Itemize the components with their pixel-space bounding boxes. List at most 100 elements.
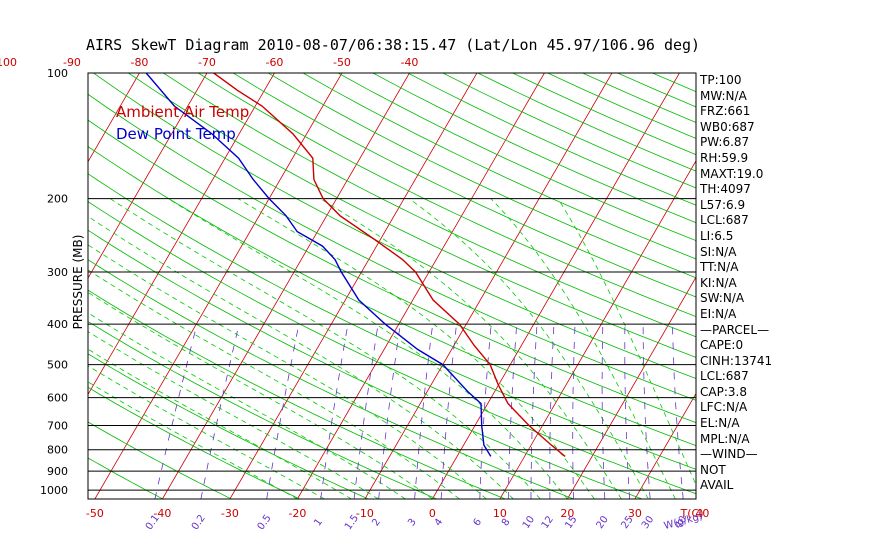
mixing-ratio-line	[572, 324, 576, 499]
stat-item: KI:N/A	[700, 275, 737, 290]
pressure-tick-label: 100	[47, 67, 68, 80]
mixing-ratio-line	[601, 324, 606, 499]
mixing-ratio-label: 10	[521, 514, 537, 531]
moist-adiabat-line	[557, 198, 696, 486]
stat-item: SW:N/A	[700, 291, 745, 306]
dry-adiabat-line	[198, 73, 696, 318]
mixing-ratio-label: 20	[595, 514, 611, 531]
mixing-ratio-line	[266, 324, 300, 499]
mixing-ratio-label: 12	[540, 514, 556, 531]
moist-adiabat-line	[88, 331, 379, 499]
bottom-temp-tick-label: -20	[288, 507, 306, 520]
isotherm-line	[297, 73, 545, 499]
isotherm-line	[432, 73, 680, 499]
mixing-ratio-line	[353, 324, 379, 499]
mixing-ratio-line	[320, 324, 349, 499]
moist-adiabat-line	[88, 381, 298, 499]
mixing-ratio-label: 0.2	[190, 513, 208, 532]
x-axis-label: T(C)	[680, 507, 704, 520]
mixing-ratio-label: 6	[471, 517, 484, 529]
mixing-ratio-label: 0.5	[256, 513, 274, 532]
isotherm-line	[567, 276, 696, 499]
moist-adiabat-line	[408, 198, 649, 499]
mixing-ratio-line	[642, 324, 651, 499]
dry-adiabat-line	[88, 321, 437, 499]
dry-adiabat-line	[88, 119, 696, 424]
mixing-ratio-label: 3	[406, 517, 419, 529]
moist-adiabat-line	[490, 198, 676, 499]
moist-adiabat-line	[88, 269, 460, 499]
dry-adiabat-line	[88, 229, 643, 499]
isotherm-line	[770, 73, 870, 499]
moist-adiabat-line	[109, 198, 541, 499]
stat-item: LCL:687	[700, 369, 749, 384]
mixing-ratio-label: 4	[433, 517, 446, 529]
pressure-tick-label: 700	[47, 420, 68, 433]
bottom-temp-tick-label: 10	[493, 507, 507, 520]
y-axis-label: PRESSURE (MB)	[71, 235, 85, 330]
pressure-tick-label: 800	[47, 444, 68, 457]
isotherm-line	[634, 392, 696, 499]
stat-item: LCL:687	[700, 213, 749, 228]
stat-item: RH:59.9	[700, 150, 749, 165]
mixing-ratio-line	[378, 324, 401, 499]
moist-adiabat-line	[88, 244, 487, 499]
stat-item: FRZ:661	[700, 104, 751, 119]
stat-item: LI:6.5	[700, 228, 734, 243]
isotherm-line	[88, 73, 208, 279]
dry-adiabat-line	[232, 73, 696, 298]
dry-adiabat-line	[88, 93, 696, 401]
isotherm-line	[88, 73, 140, 163]
dry-adiabat-line	[407, 73, 696, 206]
dry-adiabat-line	[88, 259, 574, 499]
dry-adiabat-line	[88, 289, 506, 499]
stat-item: —PARCEL—	[700, 322, 770, 337]
stat-item: TP:100	[700, 73, 742, 87]
stat-item: WB0:687	[700, 119, 755, 134]
bottom-temp-tick-label: -10	[356, 507, 374, 520]
stat-item: L57:6.9	[700, 197, 746, 212]
mixing-ratio-label: 1	[312, 517, 325, 529]
stat-item: MAXT:19.0	[700, 166, 764, 181]
pressure-tick-label: 200	[47, 193, 68, 206]
pressure-tick-label: 500	[47, 359, 68, 372]
mixing-ratio-line	[154, 324, 198, 499]
bottom-temp-tick-label: 40	[695, 507, 709, 520]
stat-item: EL:N/A	[700, 416, 740, 431]
pressure-tick-label: 900	[47, 465, 68, 478]
isotherm-line	[88, 73, 275, 396]
moist-adiabat-line	[237, 198, 595, 499]
isotherm-line	[0, 73, 72, 499]
bottom-temp-tick-label: 20	[560, 507, 574, 520]
bottom-temp-tick-label: 30	[628, 507, 642, 520]
stat-item: SI:N/A	[700, 244, 737, 259]
top-temp-tick-label: -70	[198, 56, 216, 69]
dry-adiabat-line	[88, 421, 232, 499]
plot-frame	[87, 72, 697, 500]
stat-item: —WIND—	[700, 447, 758, 462]
pressure-tick-label: 1000	[40, 484, 68, 497]
dry-adiabat-line	[88, 173, 696, 470]
moist-adiabat-line	[167, 198, 568, 499]
chart-title: AIRS SkewT Diagram 2010-08-07/06:38:15.4…	[86, 36, 701, 54]
mixing-ratio-line	[507, 324, 518, 499]
legend-entry: Ambient Air Temp	[116, 103, 249, 121]
dry-adiabat-line	[88, 457, 164, 499]
isotherm-line	[162, 73, 410, 499]
dry-adiabat-line	[88, 146, 696, 447]
mixing-ratio-line	[414, 324, 434, 499]
bottom-temp-tick-label: -50	[86, 507, 104, 520]
isotherm-line	[0, 73, 4, 499]
pressure-tick-label: 300	[47, 266, 68, 279]
mixing-ratio-line	[530, 324, 538, 499]
stat-item: MPL:N/A	[700, 431, 750, 446]
mixing-ratio-label: 8	[500, 517, 513, 529]
stats-panel: TP:100 MW:N/A FRZ:661 WB0:687 PW:6.87 RH:59.9…	[700, 73, 772, 494]
mixing-ratio-line	[200, 324, 240, 499]
dry-adiabat-line	[267, 73, 696, 279]
bottom-temp-tick-label: -40	[153, 507, 171, 520]
legend-entry: Dew Point Temp	[116, 125, 236, 143]
moist-adiabat-line	[88, 291, 433, 499]
dry-adiabat-line	[128, 73, 696, 358]
moist-adiabat-line	[88, 312, 406, 499]
